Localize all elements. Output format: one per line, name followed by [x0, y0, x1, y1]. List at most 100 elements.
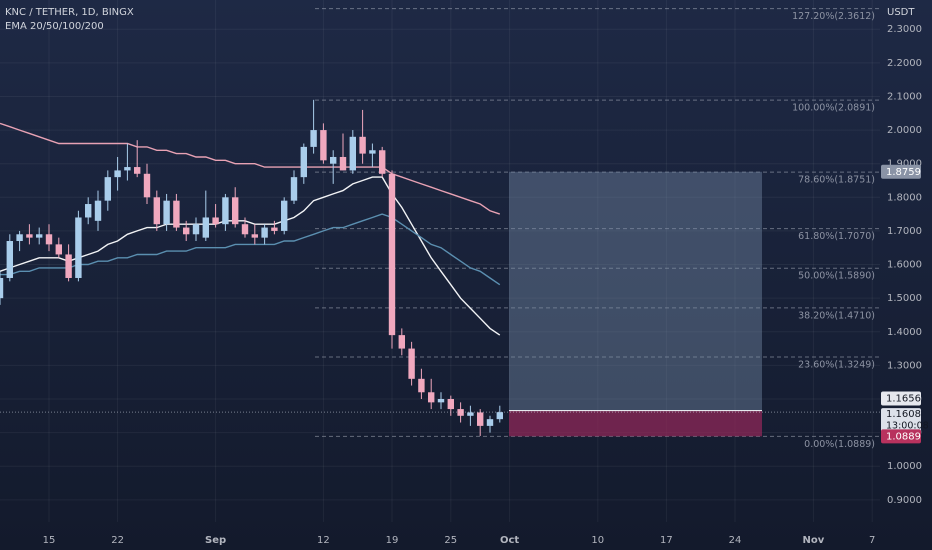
- candle-body: [408, 348, 415, 379]
- candle-body: [55, 244, 62, 255]
- candle-body: [467, 412, 474, 416]
- y-tick-label: 1.4000: [887, 327, 922, 338]
- entry-price-box: [881, 391, 921, 406]
- y-tick-label: 2.1000: [887, 91, 922, 102]
- last-price-box: [881, 408, 921, 434]
- candle-body: [437, 398, 445, 403]
- x-tick-label: 22: [111, 535, 124, 546]
- candle-body: [16, 234, 23, 242]
- x-tick-label: 10: [591, 535, 604, 546]
- plot: 127.20%(2.3612) 100.00%(2.0891) 78.60%(1.8…: [0, 8, 880, 450]
- candle-body: [349, 136, 356, 171]
- candle-body: [183, 227, 190, 235]
- candle-body: [379, 150, 386, 174]
- last-price: 1.1608: [886, 409, 921, 420]
- candle-body: [271, 227, 278, 231]
- ema-line: [0, 122, 501, 215]
- candle-body: [330, 156, 337, 164]
- chart-subtitle: EMA 20/50/100/200: [5, 21, 104, 32]
- candle-body: [359, 136, 366, 154]
- stop-zone: [509, 410, 762, 437]
- candle-body: [6, 241, 13, 278]
- candle-body: [428, 392, 435, 403]
- candle-body: [300, 146, 307, 178]
- ema-line: [0, 213, 501, 286]
- y-tick-label: 2.3000: [887, 24, 922, 35]
- y-tick-label: 1.3000: [887, 360, 922, 371]
- entry-price: 1.1656: [886, 394, 921, 405]
- fib-label: 38.20%(1.4710): [798, 310, 875, 321]
- stop-price-box: [881, 429, 921, 444]
- candle-body: [369, 150, 376, 154]
- fib-label: 100.00%(2.0891): [792, 103, 875, 114]
- candle-body: [457, 409, 464, 416]
- candle-body: [281, 200, 288, 231]
- y-tick-label: 1.9000: [887, 159, 922, 170]
- candle-body: [163, 200, 170, 225]
- candle-body: [45, 234, 53, 245]
- x-tick-label: 7: [869, 535, 875, 546]
- candle-body: [212, 217, 219, 225]
- fib-label: 23.60%(1.3249): [798, 360, 875, 371]
- ema-line: [0, 176, 501, 336]
- axis-label: USDT: [887, 7, 915, 18]
- countdown: 13:00:08: [886, 421, 929, 432]
- candle-body: [251, 234, 258, 238]
- y-tick-label: 1.0000: [887, 461, 922, 472]
- candle-body: [173, 200, 180, 228]
- candle-body: [26, 234, 33, 238]
- candle-body: [143, 173, 151, 198]
- candle-body: [447, 398, 454, 410]
- candle-body: [65, 254, 72, 278]
- candle-body: [261, 227, 268, 238]
- candle-body: [398, 335, 405, 349]
- candle-body: [104, 177, 111, 201]
- y-tick-label: 2.2000: [887, 58, 922, 69]
- candle-body: [232, 197, 239, 225]
- y-tick-label: 1.8000: [887, 192, 922, 203]
- fib-label: 50.00%(1.5890): [798, 271, 875, 282]
- x-tick-label: Nov: [803, 535, 825, 546]
- chart-title: KNC / TETHER, 1D, BINGX: [5, 7, 134, 18]
- candle-body: [202, 217, 209, 238]
- candle-body: [418, 378, 425, 393]
- candle-body: [0, 277, 4, 299]
- candle-body: [222, 197, 229, 225]
- x-tick-label: 24: [729, 535, 742, 546]
- candle-body: [320, 130, 327, 161]
- candle-body: [75, 217, 82, 278]
- candle-body: [36, 234, 43, 238]
- x-tick-label: Oct: [500, 535, 519, 546]
- candle-body: [134, 167, 141, 174]
- target-price: 1.8759: [886, 167, 921, 178]
- candle-body: [114, 170, 121, 178]
- target-zone: [509, 171, 762, 411]
- candle-body: [486, 419, 494, 426]
- axes: 0.90001.00001.10001.20001.30001.40001.50…: [43, 24, 929, 546]
- y-tick-label: 1.6000: [887, 260, 922, 271]
- candle-body: [85, 204, 92, 218]
- x-tick-label: 12: [317, 535, 330, 546]
- fib-label: 78.60%(1.8751): [798, 175, 875, 186]
- candle-body: [124, 167, 131, 171]
- candle-body: [496, 412, 503, 420]
- fib-label: 127.20%(2.3612): [792, 11, 875, 22]
- x-tick-label: 17: [660, 535, 673, 546]
- candle-body: [388, 173, 396, 336]
- fib-label: 61.80%(1.7070): [798, 231, 875, 242]
- x-tick-label: Sep: [205, 535, 226, 546]
- x-tick-label: 19: [386, 535, 399, 546]
- fib-label: 0.00%(1.0889): [804, 439, 875, 450]
- x-tick-label: 25: [444, 535, 457, 546]
- candle-body: [310, 130, 317, 147]
- candle-body: [94, 200, 102, 221]
- y-tick-label: 1.7000: [887, 226, 922, 237]
- candle-body: [290, 177, 298, 201]
- y-tick-label: 0.9000: [887, 495, 922, 506]
- candle-body: [153, 197, 160, 225]
- candle-body: [192, 224, 200, 235]
- y-tick-label: 1.5000: [887, 293, 922, 304]
- candle-body: [477, 412, 484, 426]
